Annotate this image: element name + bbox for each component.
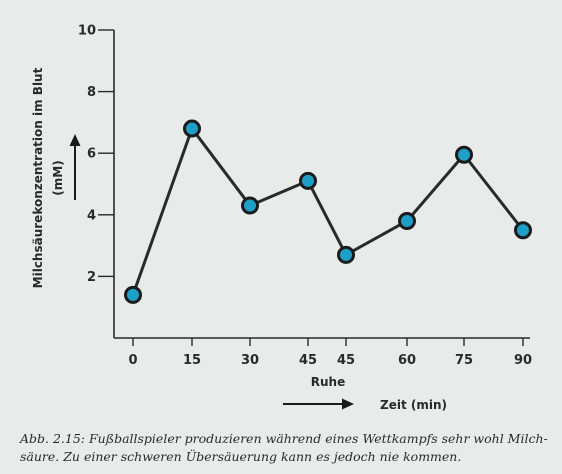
x-direction-arrow — [283, 398, 354, 410]
data-point — [514, 221, 532, 240]
x-ticks: 0 15 30 45 45 60 75 90 — [128, 338, 532, 368]
x-tick-label: 15 — [183, 353, 201, 368]
x-tick-label: 30 — [241, 353, 259, 368]
x-annotation-ruhe: Ruhe — [311, 375, 345, 389]
data-point — [337, 245, 355, 264]
y-tick-label: 8 — [87, 85, 96, 100]
x-tick-label: 75 — [455, 353, 473, 368]
data-point — [241, 196, 259, 215]
x-tick-label: 90 — [514, 353, 532, 368]
x-tick-label: 0 — [128, 353, 137, 368]
series-line — [131, 127, 525, 296]
y-direction-arrow — [69, 134, 81, 200]
data-points — [124, 119, 532, 304]
y-axis-label: Milchsäurekonzentration im Blut (mM) — [31, 67, 65, 288]
data-point — [398, 211, 416, 230]
x-axis-label: Zeit (min) — [380, 398, 447, 412]
y-tick-label: 6 — [87, 147, 96, 162]
y-tick-label: 10 — [78, 24, 96, 39]
y-axis-label-unit: (mM) — [51, 160, 65, 195]
data-point — [183, 119, 201, 138]
data-point — [124, 285, 142, 304]
y-ticks: 10 8 6 4 2 — [78, 24, 114, 285]
data-point — [455, 145, 473, 164]
axes — [113, 30, 530, 339]
y-tick-label: 4 — [87, 208, 96, 223]
figure-caption: Abb. 2.15: Fußballspieler produzieren wä… — [20, 431, 548, 464]
x-tick-label: 60 — [398, 353, 416, 368]
y-axis-label-line1: Milchsäurekonzentration im Blut — [31, 67, 45, 288]
x-tick-label: 45 — [337, 353, 355, 368]
data-point — [299, 171, 317, 190]
y-tick-label: 2 — [87, 270, 96, 285]
x-tick-label: 45 — [299, 353, 317, 368]
